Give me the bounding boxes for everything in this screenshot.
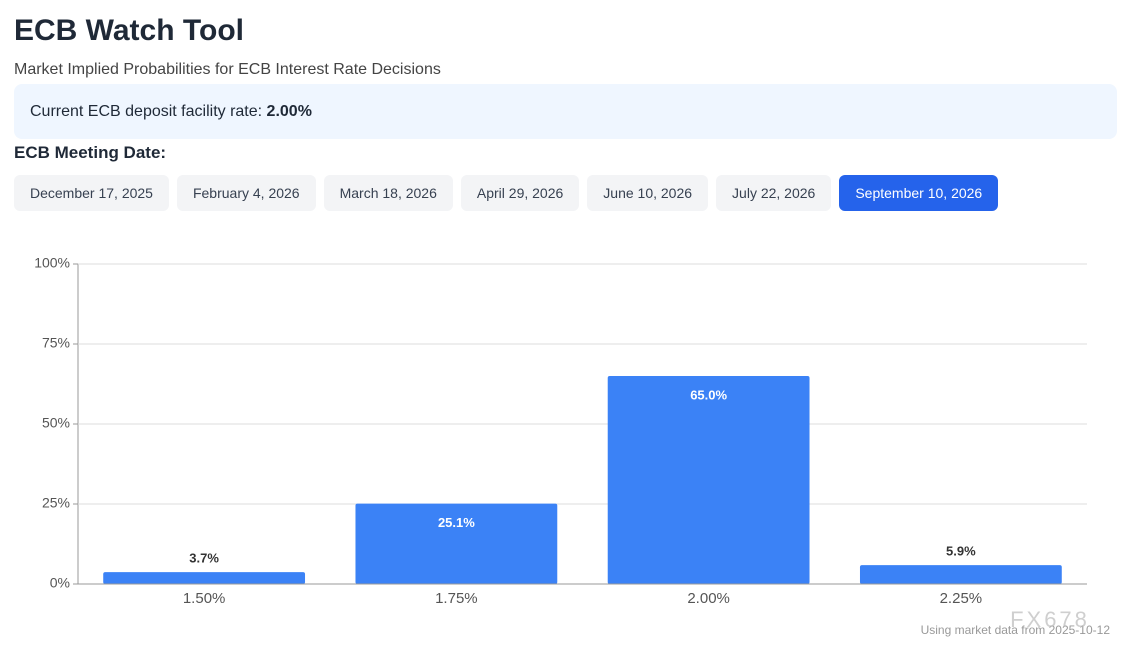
date-button[interactable]: April 29, 2026	[460, 175, 580, 211]
y-tick-label: 0%	[50, 575, 70, 591]
date-button[interactable]: September 10, 2026	[839, 175, 999, 211]
data-label: 5.9%	[946, 544, 976, 559]
x-tick-label: 2.25%	[940, 590, 983, 607]
subtitle: Market Implied Probabilities for ECB Int…	[14, 61, 441, 78]
bar	[355, 503, 558, 584]
date-button[interactable]: June 10, 2026	[587, 175, 709, 211]
date-buttons: December 17, 2025 February 4, 2026 March 1…	[14, 175, 999, 211]
page-title: ECB Watch Tool	[14, 14, 244, 47]
date-button[interactable]: July 22, 2026	[716, 175, 832, 211]
rate-value: 2.00%	[266, 103, 312, 120]
data-label: 65.0%	[690, 387, 727, 402]
watermark: FX678	[1010, 607, 1090, 632]
y-tick-label: 50%	[42, 415, 70, 431]
data-label: 25.1%	[438, 515, 475, 530]
date-button[interactable]: March 18, 2026	[323, 175, 453, 211]
selector-label: ECB Meeting Date:	[14, 143, 167, 162]
y-tick-label: 25%	[42, 495, 70, 511]
x-tick-label: 1.75%	[435, 590, 478, 607]
bar	[607, 376, 810, 584]
y-tick-label: 75%	[42, 335, 70, 351]
x-tick-label: 2.00%	[687, 590, 730, 607]
footer-note: Using market data from 2025-10-12	[921, 623, 1111, 637]
bar	[859, 565, 1062, 584]
date-button[interactable]: February 4, 2026	[176, 175, 316, 211]
rate-box: Current ECB deposit facility rate: 2.00%	[14, 84, 1117, 139]
bar	[103, 572, 306, 584]
rate-label: Current ECB deposit facility rate:	[30, 103, 263, 120]
y-tick-label: 100%	[34, 255, 70, 271]
x-tick-label: 1.50%	[183, 590, 226, 607]
date-button[interactable]: December 17, 2025	[14, 175, 169, 211]
data-label: 3.7%	[189, 551, 219, 566]
